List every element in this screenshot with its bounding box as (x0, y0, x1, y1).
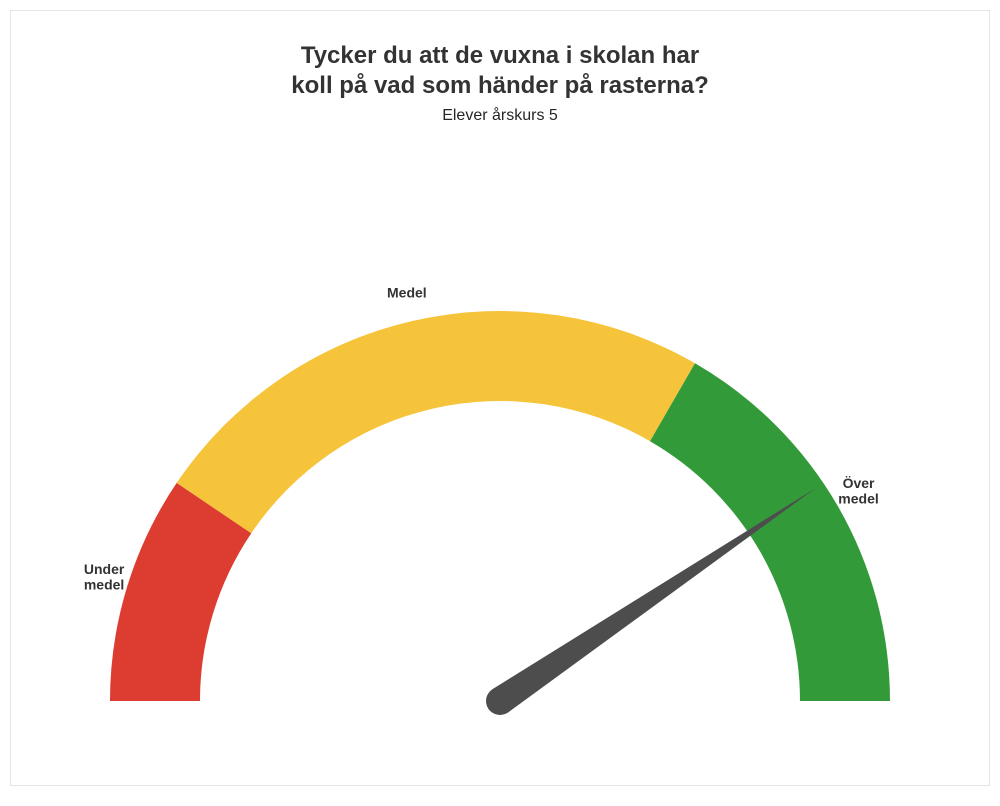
gauge-segment-2 (650, 363, 890, 701)
chart-subtitle: Elever årskurs 5 (11, 107, 989, 125)
gauge-container: Undermedel Medel Övermedel (11, 161, 989, 721)
title-line-2: koll på vad som händer på rasterna? (291, 72, 708, 99)
gauge-label-1: Medel (387, 285, 427, 301)
gauge-label-2: Övermedel (838, 475, 878, 506)
gauge-segment-1 (177, 311, 695, 533)
gauge-hub (486, 687, 514, 715)
title-block: Tycker du att de vuxna i skolan har koll… (11, 41, 989, 125)
chart-title: Tycker du att de vuxna i skolan har koll… (11, 41, 989, 101)
title-line-1: Tycker du att de vuxna i skolan har (301, 42, 699, 69)
gauge-chart: Undermedel Medel Övermedel (60, 161, 940, 721)
chart-card: Tycker du att de vuxna i skolan har koll… (10, 10, 990, 786)
gauge-needle (492, 489, 815, 713)
gauge-label-0: Undermedel (84, 561, 125, 592)
